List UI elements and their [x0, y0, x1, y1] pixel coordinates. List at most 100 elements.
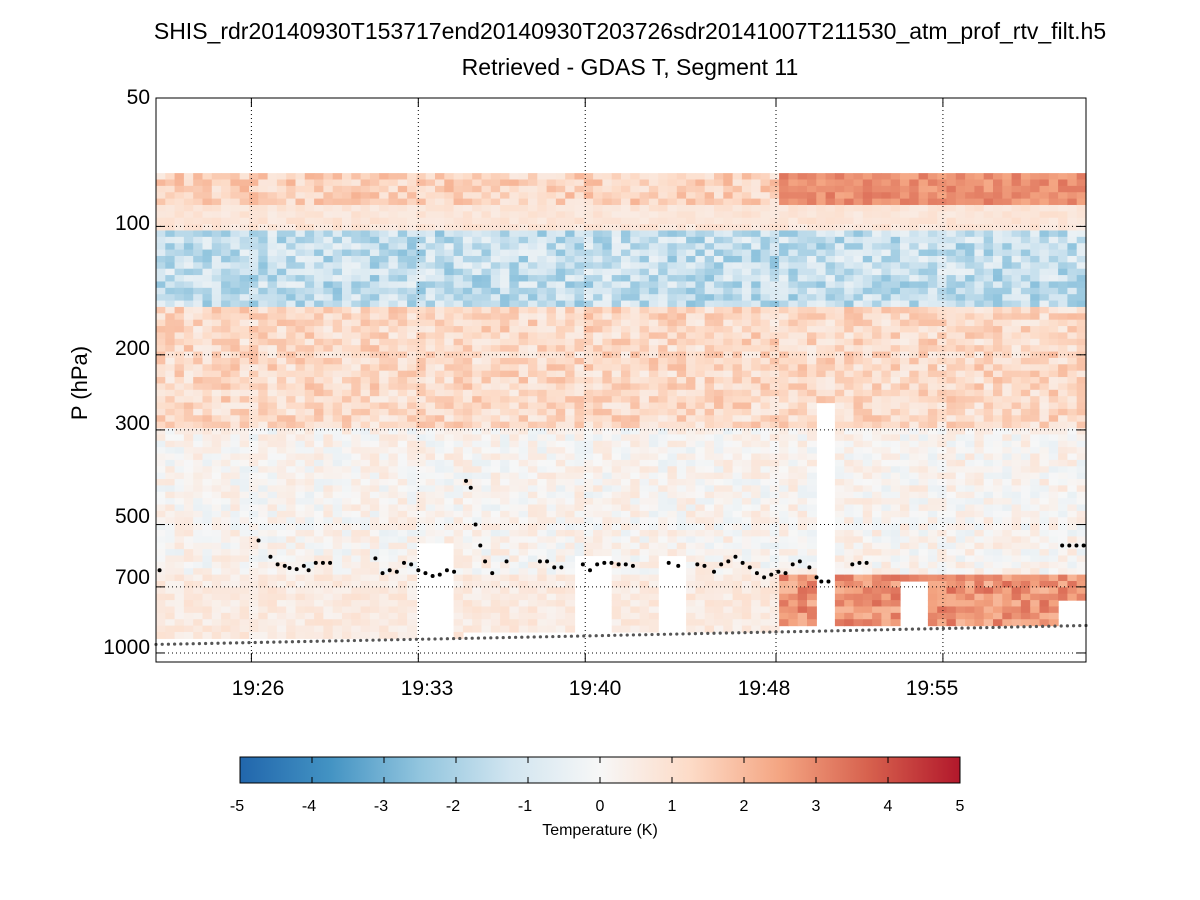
heatmap-cell — [351, 268, 362, 276]
heatmap-cell — [676, 421, 687, 429]
heatmap-cell — [788, 593, 799, 601]
heatmap-cell — [323, 224, 334, 232]
heatmap-cell — [528, 434, 538, 442]
heatmap-cell — [314, 262, 324, 270]
heatmap-cell — [769, 434, 780, 442]
heatmap-cell — [249, 612, 259, 620]
heatmap-cell — [267, 243, 278, 251]
heatmap-cell — [286, 357, 297, 365]
heatmap-cell — [332, 173, 343, 181]
heatmap-cell — [351, 338, 362, 346]
heatmap-cell — [425, 179, 436, 187]
heatmap-cell — [797, 319, 808, 327]
heatmap-cell — [193, 459, 204, 467]
heatmap-cell — [323, 574, 334, 582]
heatmap-cell — [807, 192, 817, 200]
heatmap-cell — [732, 357, 743, 365]
heatmap-cell — [807, 300, 817, 308]
heatmap-cell — [723, 345, 734, 353]
heatmap-cell — [314, 230, 324, 238]
heatmap-cell — [388, 332, 399, 340]
heatmap-cell — [453, 275, 464, 283]
heatmap-cell — [518, 204, 529, 212]
heatmap-cell — [555, 313, 566, 321]
heatmap-cell — [323, 313, 334, 321]
heatmap-cell — [453, 332, 464, 340]
heatmap-cell — [342, 357, 352, 365]
heatmap-cell — [323, 440, 334, 448]
heatmap-cell — [342, 447, 352, 455]
heatmap-cell — [565, 415, 576, 423]
heatmap-cell — [453, 326, 464, 334]
heatmap-cell — [490, 192, 501, 200]
heatmap-cell — [546, 300, 557, 308]
heatmap-cell — [211, 453, 222, 461]
heatmap-cell — [537, 498, 548, 506]
heatmap-cell — [239, 600, 250, 608]
heatmap-cell — [462, 192, 473, 200]
heatmap-cell — [695, 587, 706, 595]
heatmap-cell — [500, 249, 510, 257]
heatmap-cell — [695, 625, 706, 633]
heatmap-cell — [676, 262, 687, 270]
heatmap-cell — [807, 211, 817, 219]
heatmap-cell — [667, 204, 678, 212]
heatmap-cell — [630, 198, 641, 206]
heatmap-cell — [435, 440, 445, 448]
heatmap-cell — [286, 332, 297, 340]
heatmap-cell — [183, 192, 194, 200]
heatmap-cell — [193, 204, 204, 212]
heatmap-cell — [444, 204, 455, 212]
heatmap-cell — [239, 491, 250, 499]
heatmap-cell — [314, 625, 324, 633]
heatmap-cell — [500, 185, 510, 193]
heatmap-cell — [193, 173, 204, 181]
heatmap-cell — [304, 510, 315, 518]
heatmap-cell — [174, 262, 185, 270]
heatmap-cell — [453, 517, 464, 525]
heatmap-cell — [379, 523, 390, 531]
heatmap-cell — [695, 364, 706, 372]
heatmap-cell — [379, 580, 390, 588]
heatmap-cell — [360, 600, 371, 608]
heatmap-cell — [351, 377, 362, 385]
heatmap-cell — [239, 185, 250, 193]
heatmap-cell — [360, 517, 371, 525]
heatmap-cell — [379, 294, 390, 302]
heatmap-cell — [723, 472, 734, 480]
heatmap-cell — [481, 466, 492, 474]
heatmap-cell — [583, 453, 594, 461]
heatmap-cell — [397, 555, 408, 563]
heatmap-cell — [323, 606, 334, 614]
heatmap-cell — [472, 236, 483, 244]
heatmap-cell — [723, 593, 734, 601]
heatmap-cell — [323, 523, 334, 531]
heatmap-cell — [221, 561, 231, 569]
heatmap-cell — [537, 466, 548, 474]
heatmap-cell — [751, 408, 762, 416]
heatmap-cell — [351, 631, 362, 639]
heatmap-cell — [276, 402, 287, 410]
heatmap-cell — [323, 580, 334, 588]
heatmap-cell — [546, 345, 557, 353]
heatmap-cell — [537, 389, 548, 397]
heatmap-cell — [388, 587, 399, 595]
heatmap-cell — [751, 415, 762, 423]
heatmap-cell — [648, 485, 659, 493]
heatmap-cell — [695, 313, 706, 321]
heatmap-cell — [221, 185, 231, 193]
heatmap-cell — [546, 472, 557, 480]
heatmap-cell — [769, 440, 780, 448]
heatmap-cell — [239, 383, 250, 391]
heatmap-cell — [779, 396, 789, 404]
heatmap-cell — [295, 625, 306, 633]
heatmap-cell — [565, 402, 576, 410]
heatmap-cell — [779, 612, 789, 620]
heatmap-cell — [667, 255, 678, 263]
heatmap-cell — [602, 313, 613, 321]
heatmap-cell — [156, 555, 166, 563]
heatmap-cell — [351, 319, 362, 327]
heatmap-cell — [723, 479, 734, 486]
heatmap-cell — [304, 198, 315, 206]
heatmap-cell — [555, 498, 566, 506]
